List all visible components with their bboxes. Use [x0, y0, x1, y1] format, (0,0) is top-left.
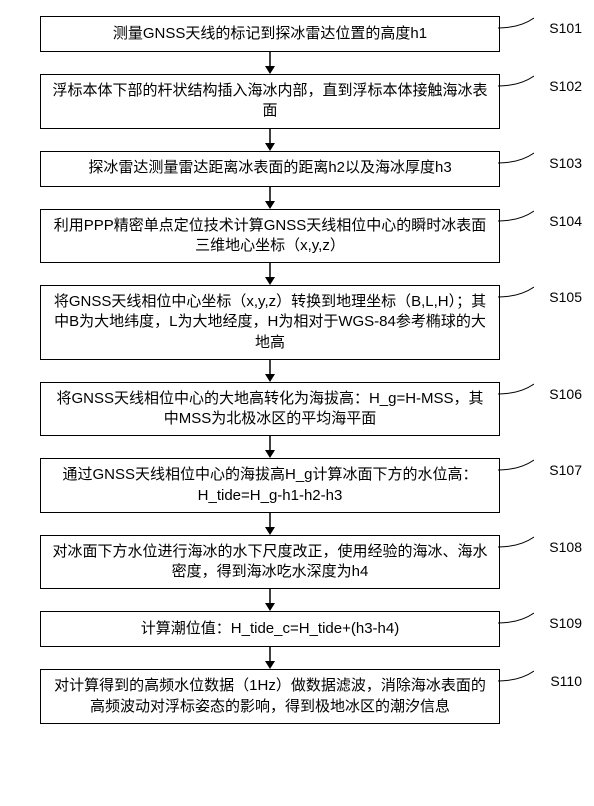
step-label: S107 — [549, 462, 582, 478]
flow-step-s103: 探冰雷达测量雷达距离冰表面的距离h2以及海冰厚度h3S103 — [40, 151, 540, 187]
flow-box: 浮标本体下部的杆状结构插入海冰内部，直到浮标本体接触海冰表面 — [40, 74, 500, 129]
flow-box: 将GNSS天线相位中心的大地高转化为海拔高：H_g=H-MSS，其中MSS为北极… — [40, 382, 500, 437]
step-label: S108 — [549, 539, 582, 555]
step-label: S101 — [549, 20, 582, 36]
label-connector — [498, 535, 534, 554]
flow-box: 探冰雷达测量雷达距离冰表面的距离h2以及海冰厚度h3 — [40, 151, 500, 187]
flow-step-s110: 对计算得到的高频水位数据（1Hz）做数据滤波，消除海冰表面的高频波动对浮标姿态的… — [40, 669, 540, 724]
flow-arrow — [40, 52, 500, 74]
step-label: S102 — [549, 78, 582, 94]
flow-box: 测量GNSS天线的标记到探冰雷达位置的高度h1 — [40, 16, 500, 52]
label-connector — [498, 669, 534, 688]
flow-step-s104: 利用PPP精密单点定位技术计算GNSS天线相位中心的瞬时冰表面三维地心坐标（x,… — [40, 209, 540, 264]
step-label: S104 — [549, 213, 582, 229]
flow-step-s108: 对冰面下方水位进行海冰的水下尺度改正，使用经验的海冰、海水密度，得到海冰吃水深度… — [40, 535, 540, 590]
step-label: S106 — [549, 386, 582, 402]
flow-step-s102: 浮标本体下部的杆状结构插入海冰内部，直到浮标本体接触海冰表面S102 — [40, 74, 540, 129]
flow-step-s107: 通过GNSS天线相位中心的海拔高H_g计算冰面下方的水位高：H_tide=H_g… — [40, 458, 540, 513]
flow-step-s101: 测量GNSS天线的标记到探冰雷达位置的高度h1S101 — [40, 16, 540, 52]
label-connector — [498, 209, 534, 228]
flow-box: 对计算得到的高频水位数据（1Hz）做数据滤波，消除海冰表面的高频波动对浮标姿态的… — [40, 669, 500, 724]
flow-arrow — [40, 436, 500, 458]
label-connector — [498, 458, 534, 477]
flowchart-container: 测量GNSS天线的标记到探冰雷达位置的高度h1S101 浮标本体下部的杆状结构插入… — [40, 16, 540, 724]
step-label: S105 — [549, 289, 582, 305]
flow-arrow — [40, 129, 500, 151]
label-connector — [498, 285, 534, 304]
flow-box: 通过GNSS天线相位中心的海拔高H_g计算冰面下方的水位高：H_tide=H_g… — [40, 458, 500, 513]
label-connector — [498, 74, 534, 93]
flow-arrow — [40, 187, 500, 209]
label-connector — [498, 151, 534, 170]
label-connector — [498, 611, 534, 630]
flow-box: 对冰面下方水位进行海冰的水下尺度改正，使用经验的海冰、海水密度，得到海冰吃水深度… — [40, 535, 500, 590]
flow-arrow — [40, 360, 500, 382]
flow-arrow — [40, 263, 500, 285]
flow-box: 将GNSS天线相位中心坐标（x,y,z）转换到地理坐标（B,L,H）；其中B为大… — [40, 285, 500, 360]
label-connector — [498, 382, 534, 401]
label-connector — [498, 16, 534, 35]
flow-arrow — [40, 589, 500, 611]
flow-box: 计算潮位值：H_tide_c=H_tide+(h3-h4) — [40, 611, 500, 647]
step-label: S103 — [549, 155, 582, 171]
flow-box: 利用PPP精密单点定位技术计算GNSS天线相位中心的瞬时冰表面三维地心坐标（x,… — [40, 209, 500, 264]
step-label: S109 — [549, 615, 582, 631]
flow-step-s109: 计算潮位值：H_tide_c=H_tide+(h3-h4)S109 — [40, 611, 540, 647]
flow-step-s106: 将GNSS天线相位中心的大地高转化为海拔高：H_g=H-MSS，其中MSS为北极… — [40, 382, 540, 437]
flow-step-s105: 将GNSS天线相位中心坐标（x,y,z）转换到地理坐标（B,L,H）；其中B为大… — [40, 285, 540, 360]
step-label: S110 — [550, 673, 582, 689]
flow-arrow — [40, 513, 500, 535]
flow-arrow — [40, 647, 500, 669]
